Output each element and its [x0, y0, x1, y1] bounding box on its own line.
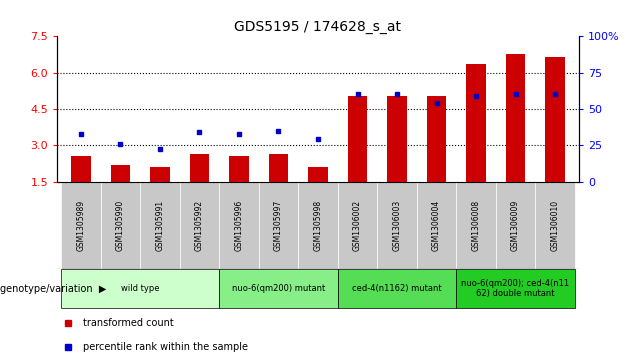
FancyBboxPatch shape — [61, 269, 219, 308]
Text: genotype/variation  ▶: genotype/variation ▶ — [0, 284, 106, 294]
Text: GSM1305990: GSM1305990 — [116, 199, 125, 251]
FancyBboxPatch shape — [338, 182, 377, 269]
Bar — [348, 95, 368, 182]
Text: GSM1305998: GSM1305998 — [314, 200, 322, 250]
Text: GSM1305997: GSM1305997 — [274, 199, 283, 251]
FancyBboxPatch shape — [417, 182, 456, 269]
Bar — [308, 167, 328, 182]
Bar — [150, 167, 170, 182]
Text: GSM1305996: GSM1305996 — [235, 199, 244, 251]
Bar — [190, 154, 209, 182]
FancyBboxPatch shape — [496, 182, 536, 269]
Text: GSM1305989: GSM1305989 — [76, 200, 85, 250]
Text: GSM1306003: GSM1306003 — [392, 199, 401, 251]
FancyBboxPatch shape — [536, 182, 575, 269]
Text: GSM1306004: GSM1306004 — [432, 199, 441, 251]
Text: nuo-6(qm200); ced-4(n11
62) double mutant: nuo-6(qm200); ced-4(n11 62) double mutan… — [462, 279, 570, 298]
FancyBboxPatch shape — [219, 182, 259, 269]
Text: percentile rank within the sample: percentile rank within the sample — [83, 342, 248, 352]
FancyBboxPatch shape — [456, 269, 575, 308]
Bar — [466, 64, 486, 182]
FancyBboxPatch shape — [219, 269, 338, 308]
Text: GSM1306010: GSM1306010 — [551, 200, 560, 250]
FancyBboxPatch shape — [140, 182, 180, 269]
Text: nuo-6(qm200) mutant: nuo-6(qm200) mutant — [232, 284, 325, 293]
FancyBboxPatch shape — [259, 182, 298, 269]
Text: wild type: wild type — [121, 284, 160, 293]
Bar — [387, 95, 407, 182]
Bar — [545, 57, 565, 182]
Text: transformed count: transformed count — [83, 318, 174, 328]
Text: GSM1305992: GSM1305992 — [195, 200, 204, 250]
Bar — [229, 156, 249, 182]
Bar — [71, 156, 91, 182]
FancyBboxPatch shape — [298, 182, 338, 269]
Bar — [427, 95, 446, 182]
Text: GSM1305991: GSM1305991 — [155, 200, 165, 250]
Bar — [111, 164, 130, 182]
Text: ced-4(n1162) mutant: ced-4(n1162) mutant — [352, 284, 442, 293]
FancyBboxPatch shape — [61, 182, 100, 269]
Bar — [268, 154, 288, 182]
FancyBboxPatch shape — [377, 182, 417, 269]
Bar — [506, 54, 525, 182]
FancyBboxPatch shape — [180, 182, 219, 269]
Title: GDS5195 / 174628_s_at: GDS5195 / 174628_s_at — [235, 20, 401, 34]
FancyBboxPatch shape — [100, 182, 140, 269]
Text: GSM1306008: GSM1306008 — [471, 200, 481, 250]
FancyBboxPatch shape — [456, 182, 496, 269]
FancyBboxPatch shape — [338, 269, 456, 308]
Text: GSM1306002: GSM1306002 — [353, 200, 362, 250]
Text: GSM1306009: GSM1306009 — [511, 199, 520, 251]
